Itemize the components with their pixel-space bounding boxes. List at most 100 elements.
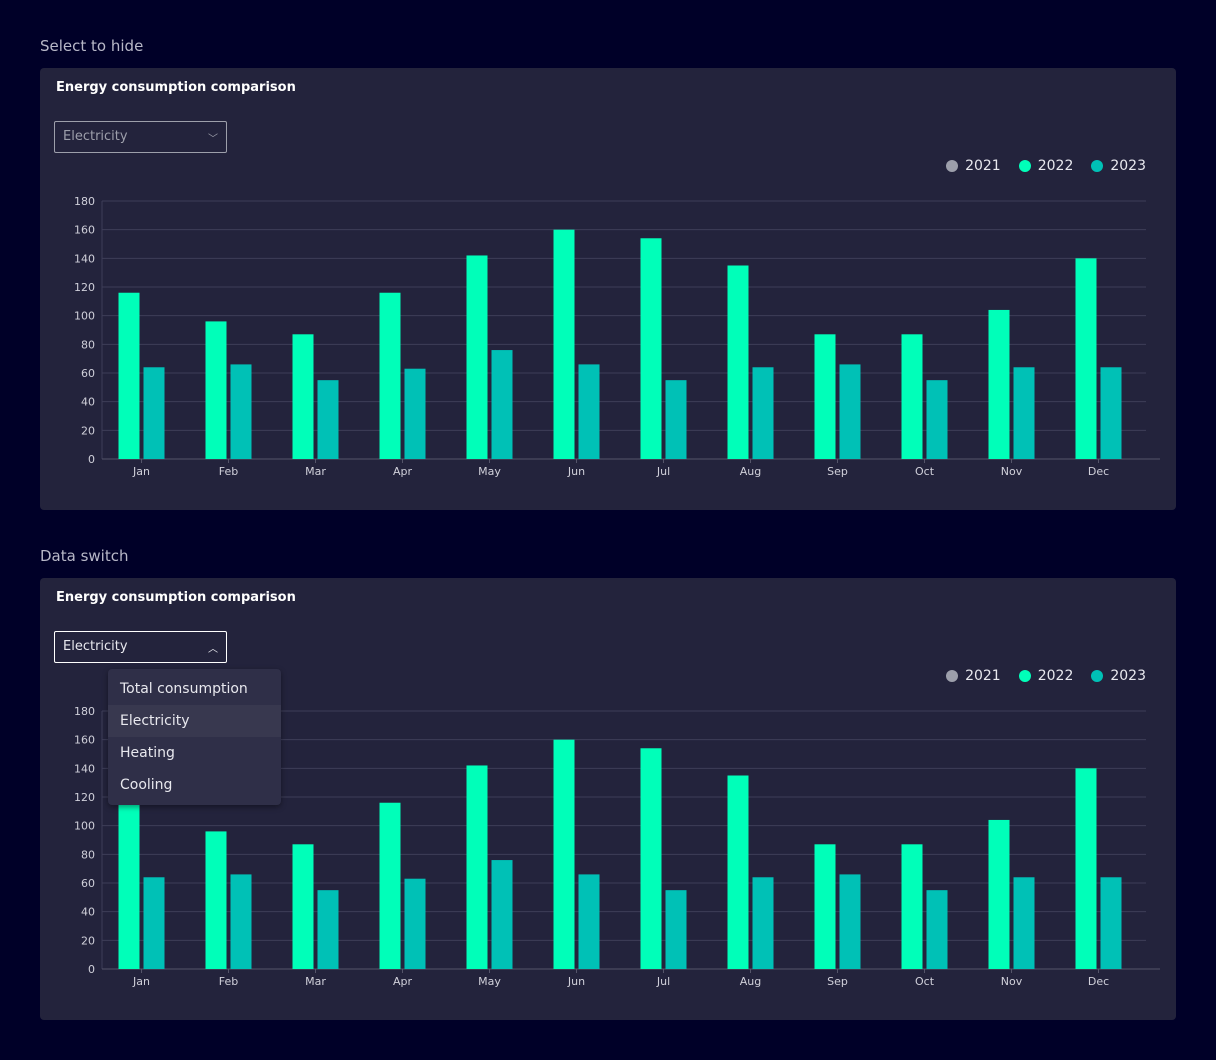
- legend-label: 2021: [965, 668, 1001, 684]
- chart-card: Energy consumption comparison Electricit…: [40, 578, 1176, 1020]
- bar-2023-Dec: [1100, 367, 1122, 459]
- select-option[interactable]: Heating: [120, 745, 175, 761]
- x-tick-label: Mar: [305, 465, 326, 478]
- y-tick-label: 80: [81, 338, 95, 351]
- x-tick-label: Jun: [567, 975, 585, 988]
- x-tick-label: Sep: [827, 465, 848, 478]
- bar-2022-Mar: [292, 334, 314, 459]
- y-tick-label: 80: [81, 848, 95, 861]
- bar-2023-Jan: [143, 877, 165, 969]
- bar-2022-Dec: [1075, 768, 1097, 969]
- chevron-up-icon: ︿: [208, 644, 218, 655]
- bar-2023-Feb: [230, 364, 252, 459]
- legend-item-2023[interactable]: 2023: [1091, 158, 1146, 174]
- bar-2023-Jun: [578, 874, 600, 969]
- category-select[interactable]: Electricity ﹀: [54, 121, 227, 153]
- legend-item-2021[interactable]: 2021: [946, 668, 1001, 684]
- legend-dot-icon: [946, 160, 959, 172]
- x-tick-label: Jun: [567, 465, 585, 478]
- x-tick-label: Oct: [915, 465, 935, 478]
- bar-2022-Oct: [901, 334, 923, 459]
- x-tick-label: Dec: [1088, 975, 1109, 988]
- bar-chart: 0 20 40 60 80 100 120 140 160 180 Jan Feb Mar Apr May J…: [74, 705, 1160, 988]
- bar-2022-Feb: [205, 831, 227, 969]
- x-tick-label: Nov: [1001, 465, 1023, 478]
- legend-label: 2022: [1037, 158, 1074, 174]
- section-title: Data switch: [40, 547, 129, 565]
- x-tick-label: Jan: [132, 975, 150, 988]
- bar-2023-Dec: [1100, 877, 1122, 969]
- legend-label: 2023: [1110, 158, 1146, 174]
- y-tick-label: 180: [74, 705, 95, 718]
- y-tick-label: 120: [74, 281, 95, 294]
- bar-2022-Nov: [988, 309, 1010, 459]
- bar-2022-Apr: [379, 292, 401, 459]
- legend-item-2023[interactable]: 2023: [1091, 668, 1146, 684]
- x-tick-label: Sep: [827, 975, 848, 988]
- bar-2023-Sep: [839, 364, 861, 459]
- bar-2023-Feb: [230, 874, 252, 969]
- y-tick-label: 120: [74, 791, 95, 804]
- bar-2022-Jun: [553, 739, 575, 969]
- bar-2023-Nov: [1013, 877, 1035, 969]
- bar-2023-May: [491, 350, 513, 459]
- bar-2023-Mar: [317, 380, 339, 459]
- legend-dot-icon: [1018, 160, 1031, 172]
- legend-label: 2023: [1110, 668, 1146, 684]
- bar-2023-Oct: [926, 380, 948, 459]
- bar-2023-Mar: [317, 890, 339, 969]
- bar-2022-Sep: [814, 334, 836, 459]
- legend-label: 2022: [1037, 668, 1074, 684]
- legend-dot-icon: [1091, 670, 1104, 682]
- chart-card: Energy consumption comparison Electricit…: [40, 68, 1176, 510]
- y-tick-label: 20: [81, 934, 95, 947]
- x-tick-label: Jul: [656, 465, 670, 478]
- y-tick-label: 0: [88, 453, 95, 466]
- bar-2022-Aug: [727, 265, 749, 459]
- chevron-down-icon: ﹀: [208, 134, 218, 145]
- select-option[interactable]: Cooling: [120, 777, 173, 793]
- x-tick-label: Aug: [740, 975, 761, 988]
- bar-2022-Aug: [727, 775, 749, 969]
- x-tick-label: May: [478, 465, 501, 478]
- y-tick-label: 140: [74, 252, 95, 265]
- select-option[interactable]: Total consumption: [120, 681, 248, 697]
- select-dropdown-menu: Total consumption Electricity Heating Cooli…: [108, 669, 281, 805]
- legend-item-2021[interactable]: 2021: [946, 158, 1001, 174]
- y-tick-label: 100: [74, 820, 95, 833]
- bar-2023-Apr: [404, 878, 426, 969]
- bar-2023-May: [491, 860, 513, 969]
- y-tick-label: 60: [81, 877, 95, 890]
- legend-dot-icon: [1091, 160, 1104, 172]
- y-tick-label: 40: [81, 396, 95, 409]
- select-value: Electricity: [63, 639, 128, 654]
- bar-2022-May: [466, 765, 488, 969]
- bar-2023-Jul: [665, 380, 687, 459]
- legend-dot-icon: [1018, 670, 1031, 682]
- bar-2022-Nov: [988, 819, 1010, 969]
- bar-2023-Aug: [752, 367, 774, 459]
- legend-item-2022[interactable]: 2022: [1018, 668, 1074, 684]
- x-tick-label: Oct: [915, 975, 935, 988]
- bar-2023-Jan: [143, 367, 165, 459]
- y-tick-label: 100: [74, 310, 95, 323]
- x-tick-label: Jul: [656, 975, 670, 988]
- bar-2022-Apr: [379, 802, 401, 969]
- legend-item-2022[interactable]: 2022: [1018, 158, 1074, 174]
- bar-2023-Jun: [578, 364, 600, 459]
- y-tick-label: 160: [74, 224, 95, 237]
- bar-2022-Dec: [1075, 258, 1097, 459]
- x-tick-label: Mar: [305, 975, 326, 988]
- y-tick-label: 60: [81, 367, 95, 380]
- x-tick-label: Apr: [393, 465, 413, 478]
- bar-2022-Jun: [553, 229, 575, 459]
- x-tick-label: Dec: [1088, 465, 1109, 478]
- y-tick-label: 40: [81, 906, 95, 919]
- bar-2022-Jul: [640, 238, 662, 459]
- bar-chart: 0 20 40 60 80 100 120 140 160 180 Jan Feb Mar Apr May J…: [74, 195, 1160, 478]
- select-option[interactable]: Electricity: [108, 705, 281, 737]
- y-tick-label: 140: [74, 762, 95, 775]
- category-select[interactable]: Electricity ︿: [54, 631, 227, 663]
- section-title: Select to hide: [40, 37, 144, 55]
- bar-2022-Jan: [118, 802, 140, 969]
